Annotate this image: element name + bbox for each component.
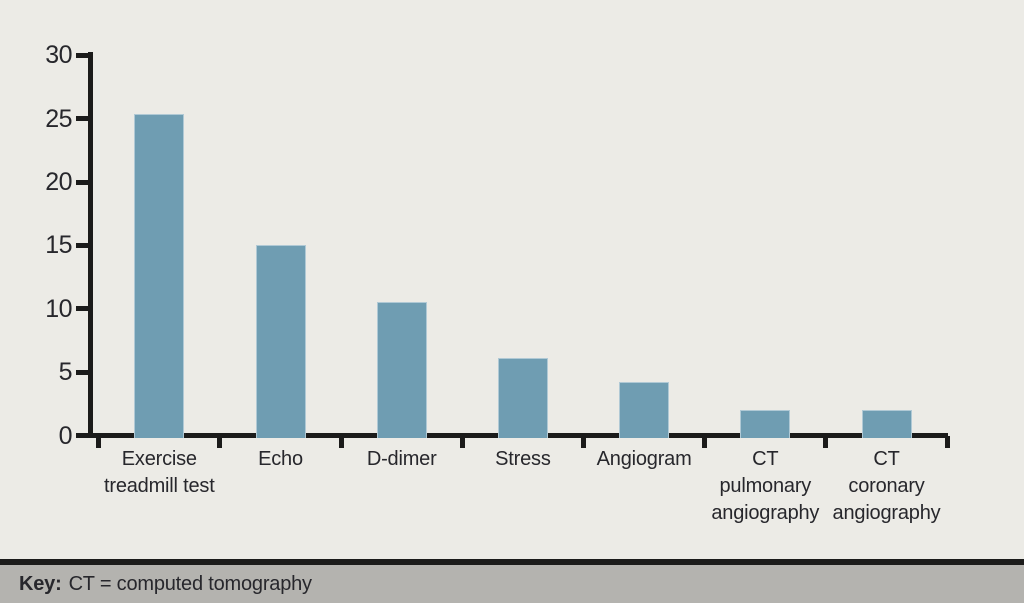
x-category-label-line: Stress <box>495 448 551 470</box>
x-category-label-line: D-dimer <box>366 448 437 470</box>
x-category-label-line: treadmill test <box>104 475 215 497</box>
x-category-label-line: angiography <box>711 502 820 524</box>
x-category-label: CT coronary angiography <box>812 446 962 527</box>
y-tick-label: 5 <box>58 358 73 387</box>
y-tick-label: 15 <box>45 231 72 260</box>
y-tick-label: 20 <box>45 168 72 197</box>
bar-exercise-treadmill-test <box>134 113 185 438</box>
y-axis-tick <box>76 306 88 312</box>
footer-divider <box>0 559 1024 565</box>
x-category-label-line: pulmonary <box>719 475 812 497</box>
key-text: CT = computed tomography <box>68 573 312 595</box>
bar-echo <box>255 245 306 438</box>
y-tick-label: 10 <box>45 294 72 323</box>
x-category-label: D-dimer <box>327 446 477 473</box>
x-axis-tick <box>944 436 950 448</box>
key-label: Key: <box>19 573 62 595</box>
footer-key-band: Key: CT = computed tomography <box>0 565 1024 603</box>
x-category-label-line: coronary <box>848 475 925 497</box>
x-category-label-line: CT <box>752 448 779 470</box>
x-category-label: Exercise treadmill test <box>84 446 234 500</box>
x-category-label-line: Angiogram <box>596 448 692 470</box>
bar-stress <box>497 358 548 438</box>
y-axis-tick <box>76 242 88 248</box>
bar-chart: 0 5 10 15 20 25 30 Exercise treadmill test Echo D-… <box>45 41 962 527</box>
x-axis-tick <box>581 436 586 448</box>
x-category-label: Echo <box>206 446 356 473</box>
y-axis-line <box>88 52 93 438</box>
x-axis-tick <box>823 436 829 448</box>
y-axis-tick <box>76 116 88 122</box>
x-axis-tick <box>702 436 708 448</box>
y-axis-tick <box>76 433 88 438</box>
bar-d-dimer <box>376 302 427 438</box>
x-category-label: Stress <box>448 446 598 473</box>
x-category-label-line: CT <box>873 448 900 470</box>
x-category-label-line: Exercise <box>121 448 197 470</box>
x-axis-tick <box>459 436 465 448</box>
bar-angiogram <box>619 382 670 438</box>
x-axis-tick <box>338 436 344 448</box>
x-axis-tick <box>96 436 102 448</box>
x-axis-tick <box>217 436 223 448</box>
x-category-label-line: angiography <box>832 502 941 524</box>
x-category-label: Angiogram <box>569 446 719 473</box>
y-axis-tick <box>76 52 88 58</box>
y-tick-label: 25 <box>45 104 72 133</box>
bar-ct-coronary-angiography <box>861 410 912 438</box>
y-axis-tick <box>76 179 88 185</box>
y-tick-label: 0 <box>58 421 73 450</box>
y-tick-label: 30 <box>45 41 72 70</box>
x-category-label: CT pulmonary angiography <box>690 446 840 527</box>
x-category-label-line: Echo <box>258 448 303 470</box>
y-axis-tick <box>76 369 88 375</box>
bar-ct-pulmonary-angiography <box>740 410 791 438</box>
